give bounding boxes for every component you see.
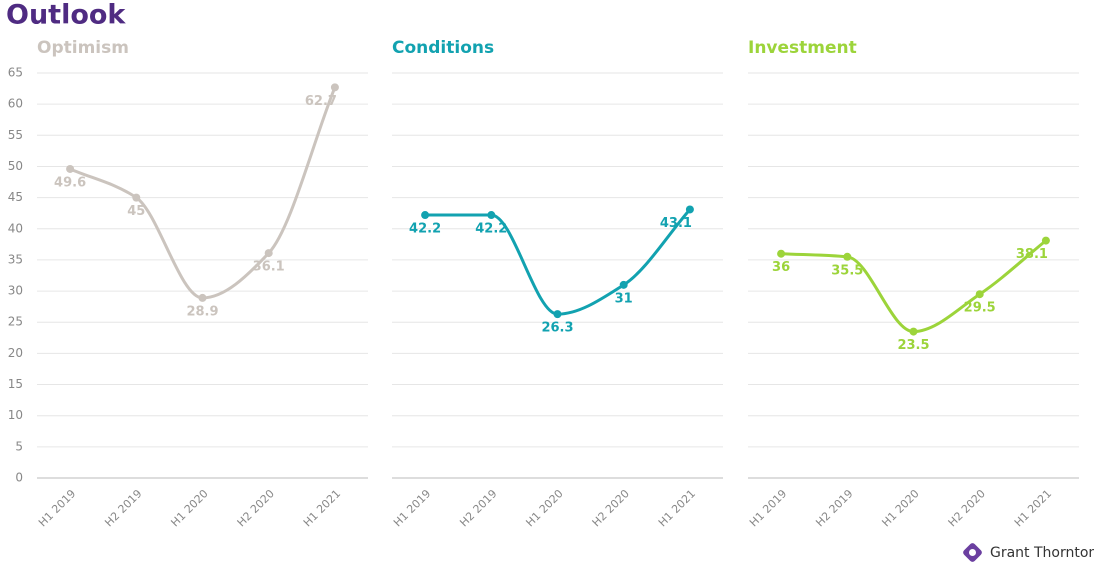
data-point — [843, 252, 852, 261]
value-label: 42.2 — [409, 222, 441, 237]
data-point — [619, 280, 628, 289]
value-label: 28.9 — [186, 304, 218, 319]
x-tick-label: H2 2019 — [102, 487, 144, 529]
data-point — [198, 293, 207, 302]
x-tick-label: H2 2020 — [235, 487, 277, 529]
x-tick-label: H1 2021 — [656, 487, 698, 529]
data-point — [1041, 236, 1050, 245]
value-label: 35.5 — [831, 263, 863, 278]
x-tick-label: H2 2019 — [813, 487, 855, 529]
x-tick-label: H1 2020 — [879, 487, 921, 529]
data-point — [685, 205, 694, 214]
data-point — [487, 211, 496, 220]
value-label: 26.3 — [541, 321, 573, 336]
x-tick-label: H1 2020 — [523, 487, 565, 529]
series-line — [781, 239, 1047, 334]
data-point — [330, 83, 339, 92]
y-tick-label: 50 — [8, 159, 23, 173]
data-point — [909, 327, 918, 336]
x-tick-label: H1 2020 — [168, 487, 210, 529]
data-point — [264, 249, 273, 258]
panel-title: Conditions — [392, 38, 494, 58]
x-tick-label: H2 2020 — [946, 487, 988, 529]
x-tick-label: H1 2019 — [391, 487, 433, 529]
y-tick-label: 35 — [8, 252, 23, 266]
value-label: 42.2 — [475, 222, 507, 237]
x-tick-label: H1 2019 — [747, 487, 789, 529]
x-tick-label: H1 2019 — [36, 487, 78, 529]
data-point — [66, 164, 75, 173]
y-tick-label: 5 — [15, 439, 23, 453]
value-label: 29.5 — [964, 301, 996, 316]
y-tick-label: 65 — [8, 66, 23, 80]
data-point — [132, 193, 141, 202]
x-tick-label: H1 2021 — [301, 487, 343, 529]
y-tick-label: 10 — [8, 408, 23, 422]
panel-title: Optimism — [37, 38, 129, 58]
y-tick-label: 15 — [8, 377, 23, 391]
y-tick-label: 20 — [8, 346, 23, 360]
value-label: 38.1 — [1016, 247, 1048, 262]
data-point — [975, 290, 984, 299]
y-tick-label: 45 — [8, 190, 23, 204]
brand: Grant Thornton — [990, 545, 1094, 561]
data-point — [553, 310, 562, 319]
data-point — [777, 249, 786, 258]
page-title: Outlook — [6, 0, 126, 31]
panel-title: Investment — [748, 38, 857, 58]
y-tick-label: 30 — [8, 284, 23, 298]
series-line — [425, 208, 692, 316]
value-label: 36 — [772, 260, 790, 275]
value-label: 31 — [615, 291, 633, 306]
value-label: 36.1 — [253, 260, 285, 275]
x-tick-label: H1 2021 — [1012, 487, 1054, 529]
data-point — [421, 211, 430, 220]
value-label: 49.6 — [54, 175, 86, 190]
y-tick-label: 55 — [8, 128, 23, 142]
logo: Grant Thornton — [963, 543, 1094, 562]
y-tick-label: 40 — [8, 221, 23, 235]
y-tick-label: 25 — [8, 315, 23, 329]
value-label: 23.5 — [897, 338, 929, 353]
y-tick-label: 0 — [15, 471, 23, 485]
value-label: 43.1 — [660, 216, 692, 231]
x-tick-label: H2 2019 — [457, 487, 499, 529]
value-label: 62.7 — [305, 94, 337, 109]
series-line — [69, 86, 337, 300]
x-tick-label: H2 2020 — [590, 487, 632, 529]
value-label: 45 — [127, 204, 145, 219]
y-tick-label: 60 — [8, 97, 23, 111]
